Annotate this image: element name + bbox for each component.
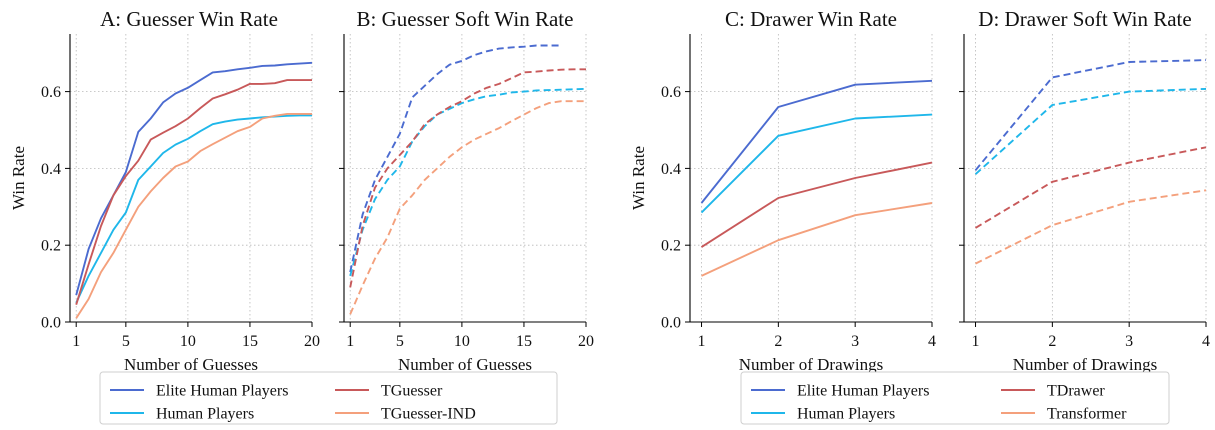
x-tick-label: 15 — [242, 333, 258, 350]
series-line-transformer — [701, 202, 933, 277]
legend-label: Transformer — [1047, 406, 1127, 423]
chart-title: A: Guesser Win Rate — [100, 7, 278, 31]
x-tick-label: 2 — [1048, 333, 1056, 350]
chart-title: B: Guesser Soft Win Rate — [357, 7, 574, 31]
x-tick-label: 10 — [180, 333, 196, 350]
series-line-tguesser-ind — [75, 112, 312, 319]
y-tick-label: 0.4 — [41, 161, 61, 178]
y-axis-label: Win Rate — [9, 146, 28, 210]
x-tick-label: 1 — [72, 333, 80, 350]
y-tick-label: 0.2 — [41, 238, 61, 255]
y-axis-label: Win Rate — [629, 146, 648, 210]
legend-label: Human Players — [156, 406, 254, 423]
series-line-human-players — [700, 113, 933, 214]
chart-title: D: Drawer Soft Win Rate — [978, 7, 1191, 31]
series-line-elite-human-players — [974, 59, 1207, 171]
legend-label: TGuesser-IND — [381, 406, 476, 423]
series-line-tdrawer — [700, 161, 933, 248]
x-tick-label: 3 — [851, 333, 859, 350]
y-tick-label: 0.2 — [661, 238, 681, 255]
x-axis-label: Number of Drawings — [1013, 355, 1157, 374]
series-line-elite-human-players — [75, 61, 313, 296]
x-tick-label: 20 — [304, 333, 320, 350]
x-tick-label: 15 — [516, 333, 532, 350]
x-axis-label: Number of Drawings — [739, 355, 883, 374]
x-tick-label: 3 — [1125, 333, 1133, 350]
series-line-tdrawer — [975, 146, 1207, 229]
x-axis-label: Number of Guesses — [398, 355, 532, 374]
y-tick-label: 0.0 — [661, 315, 681, 332]
x-axis-label: Number of Guesses — [124, 355, 258, 374]
legend-label: Elite Human Players — [797, 383, 929, 400]
legend-frame — [99, 371, 558, 425]
chart-panel-3: 1 2 3 4 0.0 0.2 0.4 0.6 C: Drawer Win Rate Number… — [629, 7, 936, 374]
x-tick-label: 1 — [346, 333, 354, 350]
series-line-elite-human-players — [349, 44, 562, 273]
x-tick-label: 1 — [972, 333, 980, 350]
x-tick-label: 4 — [1202, 333, 1210, 350]
chart-panel-1: 1 5 10 15 200.00.20.40.6A: Guesser Win RateN… — [9, 7, 320, 374]
legend-label: Elite Human Players — [156, 383, 288, 400]
y-tick-label: 0.0 — [41, 315, 61, 332]
series-line-tguesser-ind — [349, 100, 586, 315]
x-tick-label: 2 — [774, 333, 782, 350]
series-line-human-players — [75, 114, 312, 304]
legend-label: Human Players — [797, 406, 895, 423]
legend-label: TGuesser — [381, 383, 443, 400]
series-line-elite-human-players — [700, 79, 933, 204]
x-tick-label: 5 — [396, 333, 404, 350]
legend-2: Elite Human Players Human Players TDrawer T… — [740, 371, 1170, 425]
chart-panel-4: 1 2 3 4 D: Drawer Soft Win Rate Number of Dra… — [959, 7, 1210, 374]
series-line-tguesser — [75, 79, 312, 305]
x-tick-label: 20 — [578, 333, 594, 350]
series-line-tguesser — [349, 68, 586, 288]
legend-frame — [740, 371, 1170, 425]
series-line-transformer — [975, 189, 1207, 265]
series-line-human-players — [349, 87, 587, 277]
y-tick-label: 0.6 — [41, 84, 61, 101]
y-tick-label: 0.4 — [661, 161, 681, 178]
legend-1: Elite Human Players Human Players TGuesser… — [99, 371, 558, 425]
chart-title: C: Drawer Win Rate — [725, 7, 897, 31]
legend-label: TDrawer — [1047, 383, 1105, 400]
x-tick-label: 1 — [698, 333, 706, 350]
series-line-human-players — [974, 87, 1207, 175]
x-tick-label: 5 — [122, 333, 130, 350]
y-tick-label: 0.6 — [661, 84, 681, 101]
x-tick-label: 4 — [928, 333, 936, 350]
x-tick-label: 10 — [454, 333, 470, 350]
